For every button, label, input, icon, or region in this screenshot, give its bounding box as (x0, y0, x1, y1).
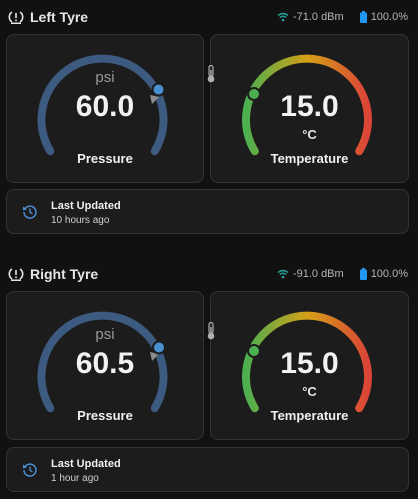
section-header: Left Tyre -71.0 dBm 100.0% (8, 7, 408, 27)
pressure-value: 60.0 (75, 90, 135, 123)
temperature-marker (247, 87, 261, 101)
section-header: Right Tyre -91.0 dBm 100.0% (8, 264, 408, 284)
tyre-icon (8, 11, 24, 24)
thermometer-icon (207, 322, 215, 340)
pressure-label: Pressure (77, 151, 133, 166)
battery-level: 100.0% (370, 268, 408, 280)
signal-strength: -71.0 dBm (292, 11, 344, 23)
temperature-gauge (242, 311, 372, 413)
temperature-gauge (242, 54, 372, 156)
temperature-gauge-card[interactable]: 15.0 °C Temperature (207, 291, 409, 440)
wifi-icon (277, 269, 289, 279)
temperature-arc-track (242, 54, 372, 156)
section-title: Right Tyre (30, 266, 99, 282)
pressure-gauge-card[interactable]: psi 60.5 Pressure (6, 291, 204, 440)
temperature-unit: °C (302, 127, 317, 142)
temperature-value: 15.0 (280, 347, 339, 380)
pressure-marker (151, 82, 166, 97)
history-icon (23, 463, 37, 477)
temperature-value: 15.0 (280, 90, 339, 123)
history-icon (23, 205, 37, 219)
temperature-gauge-card[interactable]: 15.0 °C Temperature (207, 34, 409, 183)
pressure-unit: psi (95, 326, 115, 343)
pressure-needle (150, 352, 159, 361)
pressure-gauge (37, 54, 168, 156)
pressure-needle (150, 95, 159, 104)
temperature-arc-track (242, 311, 372, 413)
pressure-label: Pressure (77, 408, 133, 423)
pressure-value: 60.5 (75, 347, 135, 380)
pressure-arc-track (37, 311, 168, 413)
temperature-marker (247, 344, 261, 358)
pressure-marker (152, 340, 166, 355)
last-updated-title: Last Updated (51, 200, 121, 212)
battery-icon (359, 268, 367, 280)
battery-level: 100.0% (370, 11, 408, 23)
last-updated-time: 1 hour ago (51, 473, 99, 484)
pressure-unit: psi (95, 69, 115, 86)
battery-icon (359, 11, 367, 23)
last-updated-card[interactable]: Last Updated 10 hours ago (6, 189, 409, 234)
temperature-unit: °C (302, 384, 317, 399)
temperature-label: Temperature (270, 408, 349, 423)
tyre-icon (8, 268, 24, 281)
pressure-arc-track (37, 54, 168, 156)
last-updated-time: 10 hours ago (51, 215, 110, 226)
signal-strength: -91.0 dBm (292, 268, 344, 280)
temperature-label: Temperature (270, 151, 349, 166)
last-updated-title: Last Updated (51, 458, 121, 470)
thermometer-icon (207, 65, 215, 83)
last-updated-card[interactable]: Last Updated 1 hour ago (6, 447, 409, 492)
pressure-gauge-card[interactable]: psi 60.0 Pressure (6, 34, 204, 183)
pressure-gauge (37, 311, 168, 413)
section-title: Left Tyre (30, 9, 89, 25)
wifi-icon (277, 12, 289, 22)
